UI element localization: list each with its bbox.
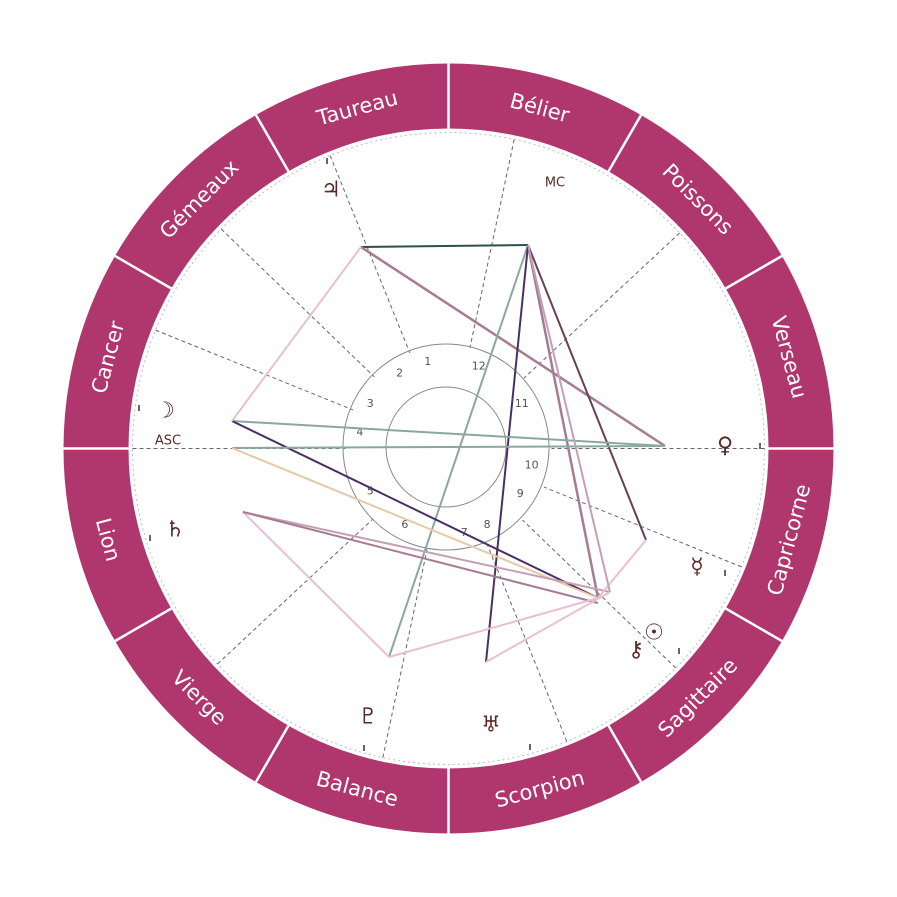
sign-divider — [254, 725, 290, 783]
aspect-line — [388, 244, 529, 658]
uranus-glyph: ♅ — [481, 713, 501, 738]
aspect-line — [526, 244, 600, 599]
aspect-line — [231, 445, 666, 449]
mercury-glyph: ☿ — [690, 555, 704, 580]
sign-divider — [607, 114, 643, 172]
mc-label: MC — [545, 176, 565, 191]
sign-divider — [114, 254, 172, 290]
aspect-line — [231, 420, 666, 447]
jupiter-glyph: ♃ — [321, 178, 341, 203]
chiron-glyph: ⚷ — [628, 638, 644, 663]
house-number: 5 — [367, 484, 374, 497]
aspect-line — [360, 245, 666, 448]
aspect-line — [231, 447, 599, 599]
aspect-line — [242, 511, 611, 593]
house-cusp — [469, 139, 515, 348]
sign-divider — [725, 607, 783, 643]
house-cusps — [132, 139, 765, 758]
sign-divider — [725, 254, 783, 290]
house-number: 4 — [356, 425, 363, 438]
house-cusp — [220, 228, 375, 378]
angle-labels: ASC MC — [138, 158, 761, 751]
planet-glyphs: ♃ ☽ ♄ ♀ ☿ ☉⚷ ♅ ♇ — [155, 178, 733, 738]
aspect-line — [231, 246, 362, 422]
sign-divider — [607, 725, 643, 783]
sign-divider — [114, 607, 172, 643]
sign-divider — [254, 114, 290, 172]
house-cusp — [543, 486, 742, 568]
aspect-line — [360, 244, 529, 248]
house-number: 8 — [484, 518, 491, 531]
aspect-lines — [231, 244, 666, 663]
aspect-line — [485, 591, 611, 663]
house-number: 12 — [472, 359, 486, 372]
saturn-glyph: ♄ — [165, 518, 185, 543]
pluto-glyph: ♇ — [358, 705, 378, 730]
house-number: 6 — [401, 518, 408, 531]
house-number: 11 — [515, 397, 529, 410]
aspect-line — [485, 244, 529, 663]
house-cusp — [522, 519, 677, 669]
house-number: 9 — [517, 487, 524, 500]
house-cusp — [523, 232, 680, 379]
aspect-line — [527, 244, 611, 593]
house-number: 10 — [525, 459, 539, 472]
aspect-line — [231, 420, 599, 599]
aspect-line — [242, 511, 390, 658]
house-number: 2 — [396, 366, 403, 379]
asc-label: ASC — [155, 434, 181, 449]
aspect-line — [388, 597, 599, 658]
house-cusp — [217, 518, 374, 665]
house-cusp — [486, 543, 568, 742]
aspect-line — [597, 539, 647, 599]
venus-glyph: ♀ — [717, 434, 733, 459]
aspect-line — [527, 244, 647, 541]
sun-glyph: ☉ — [644, 621, 664, 646]
house-number: 3 — [367, 397, 374, 410]
moon-glyph: ☽ — [155, 399, 175, 424]
house-cusp — [155, 329, 354, 411]
aspect-line — [242, 511, 599, 604]
house-number: 1 — [424, 355, 431, 368]
